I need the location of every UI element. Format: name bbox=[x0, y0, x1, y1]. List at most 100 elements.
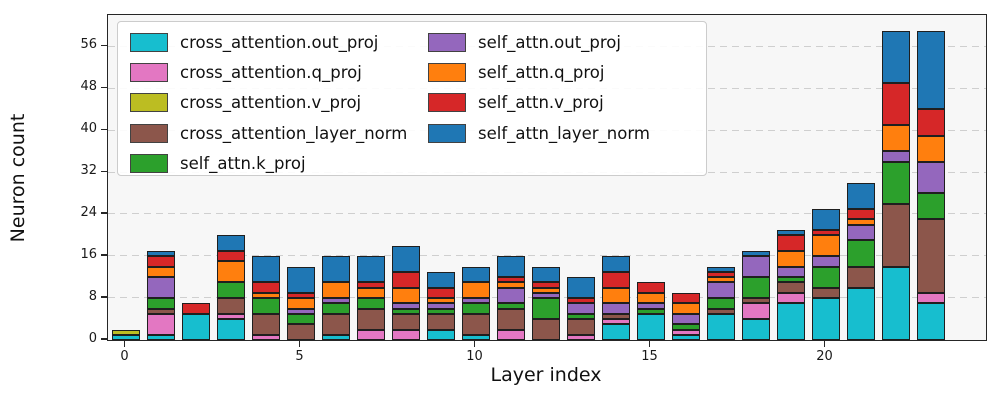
gridline-y16 bbox=[108, 255, 986, 258]
bar-layer4-self_attn.q_proj bbox=[251, 292, 280, 299]
bar-layer23-self_attn.out_proj bbox=[916, 161, 945, 194]
bar-layer3-cross_attention.q_proj bbox=[216, 313, 245, 320]
bar-layer16-self_attn.v_proj bbox=[671, 292, 700, 304]
legend-label: self_attn.k_proj bbox=[180, 153, 306, 173]
y-axis-title: Neuron count bbox=[7, 113, 29, 243]
bar-layer23-cross_attention.q_proj bbox=[916, 292, 945, 304]
bar-layer3-cross_attention.out_proj bbox=[216, 319, 245, 340]
y-tick-mark bbox=[101, 212, 107, 214]
bar-layer6-self_attn.out_proj bbox=[321, 298, 350, 304]
legend-swatch-self_attn.v_proj bbox=[428, 93, 466, 113]
bar-layer2-cross_attention.out_proj bbox=[181, 313, 210, 340]
bar-layer10-cross_attention.out_proj bbox=[461, 334, 490, 340]
bar-layer6-self_attn.q_proj bbox=[321, 282, 350, 299]
bar-layer20-cross_attention.out_proj bbox=[811, 298, 840, 340]
bar-layer11-cross_attention_layer_norm bbox=[496, 308, 525, 330]
bar-layer4-self_attn_layer_norm bbox=[251, 256, 280, 283]
y-tick-label: 0 bbox=[88, 331, 97, 346]
bar-layer19-cross_attention_layer_norm bbox=[776, 282, 805, 293]
bar-layer6-cross_attention_layer_norm bbox=[321, 313, 350, 335]
y-tick-mark bbox=[101, 86, 107, 89]
bar-layer10-cross_attention_layer_norm bbox=[461, 313, 490, 335]
bar-layer22-self_attn.k_proj bbox=[881, 161, 910, 204]
bar-layer4-cross_attention_layer_norm bbox=[251, 313, 280, 335]
bar-layer1-self_attn.q_proj bbox=[146, 266, 175, 278]
bar-layer17-self_attn.v_proj bbox=[706, 271, 735, 278]
bar-layer9-self_attn.k_proj bbox=[426, 308, 455, 314]
legend-label: cross_attention.v_proj bbox=[180, 93, 362, 113]
bar-layer11-cross_attention.q_proj bbox=[496, 329, 525, 340]
bar-layer20-cross_attention_layer_norm bbox=[811, 287, 840, 299]
bar-layer17-cross_attention_layer_norm bbox=[706, 308, 735, 314]
legend-label: self_attn_layer_norm bbox=[478, 123, 650, 143]
bar-layer13-self_attn.out_proj bbox=[566, 303, 595, 314]
bar-layer16-self_attn.out_proj bbox=[671, 313, 700, 325]
bar-layer22-self_attn_layer_norm bbox=[881, 30, 910, 84]
bar-layer4-cross_attention.q_proj bbox=[251, 334, 280, 340]
bar-layer7-self_attn_layer_norm bbox=[356, 256, 385, 283]
bar-layer1-self_attn.k_proj bbox=[146, 298, 175, 309]
bar-layer12-self_attn.k_proj bbox=[531, 298, 560, 320]
bar-layer5-cross_attention_layer_norm bbox=[286, 324, 315, 340]
bar-layer20-self_attn.q_proj bbox=[811, 235, 840, 257]
bar-layer9-self_attn.v_proj bbox=[426, 287, 455, 299]
x-tick-mark bbox=[473, 340, 476, 347]
bar-layer22-cross_attention_layer_norm bbox=[881, 203, 910, 267]
bar-layer22-cross_attention.out_proj bbox=[881, 266, 910, 340]
bar-layer23-self_attn.k_proj bbox=[916, 193, 945, 220]
bar-layer7-self_attn.v_proj bbox=[356, 282, 385, 288]
y-tick-label: 48 bbox=[80, 79, 97, 95]
y-tick-label: 40 bbox=[80, 121, 97, 137]
bar-layer10-self_attn.k_proj bbox=[461, 303, 490, 314]
bar-layer16-cross_attention.q_proj bbox=[671, 329, 700, 335]
legend-swatch-self_attn.q_proj bbox=[428, 63, 466, 83]
bar-layer11-self_attn.q_proj bbox=[496, 282, 525, 288]
bar-layer1-cross_attention.q_proj bbox=[146, 313, 175, 335]
legend-label: cross_attention_layer_norm bbox=[180, 123, 408, 143]
bar-layer19-self_attn.q_proj bbox=[776, 250, 805, 267]
bar-layer20-self_attn_layer_norm bbox=[811, 208, 840, 230]
bar-layer3-cross_attention_layer_norm bbox=[216, 298, 245, 314]
bar-layer8-self_attn.k_proj bbox=[391, 308, 420, 314]
bar-layer9-self_attn_layer_norm bbox=[426, 271, 455, 288]
bar-layer19-self_attn.v_proj bbox=[776, 235, 805, 251]
bar-layer13-self_attn.v_proj bbox=[566, 298, 595, 304]
bar-layer12-self_attn.q_proj bbox=[531, 287, 560, 293]
bar-layer9-self_attn.q_proj bbox=[426, 298, 455, 304]
bar-layer21-self_attn.q_proj bbox=[846, 219, 875, 225]
bar-layer6-self_attn.k_proj bbox=[321, 303, 350, 314]
x-tick-mark bbox=[298, 340, 301, 347]
bar-layer11-self_attn_layer_norm bbox=[496, 256, 525, 278]
bar-layer17-self_attn.out_proj bbox=[706, 282, 735, 299]
bar-layer16-cross_attention.out_proj bbox=[671, 334, 700, 340]
y-tick-mark bbox=[101, 44, 107, 47]
bar-layer5-self_attn_layer_norm bbox=[286, 266, 315, 293]
bar-layer19-cross_attention.out_proj bbox=[776, 303, 805, 340]
x-tick-mark bbox=[123, 340, 126, 347]
y-tick-label: 24 bbox=[80, 205, 97, 221]
bar-layer15-self_attn.v_proj bbox=[636, 282, 665, 293]
bar-layer22-self_attn.q_proj bbox=[881, 125, 910, 152]
bar-layer23-cross_attention.out_proj bbox=[916, 303, 945, 340]
legend-label: self_attn.out_proj bbox=[478, 33, 621, 52]
bar-layer9-cross_attention_layer_norm bbox=[426, 313, 455, 330]
bar-layer1-self_attn_layer_norm bbox=[146, 250, 175, 257]
bar-layer17-cross_attention.out_proj bbox=[706, 313, 735, 340]
bar-layer21-self_attn.k_proj bbox=[846, 240, 875, 267]
bar-layer14-self_attn_layer_norm bbox=[601, 256, 630, 272]
bar-layer9-cross_attention.out_proj bbox=[426, 329, 455, 340]
bar-layer20-self_attn.out_proj bbox=[811, 256, 840, 267]
y-tick-mark bbox=[101, 254, 107, 256]
bar-layer22-self_attn.out_proj bbox=[881, 151, 910, 162]
bar-layer4-self_attn.v_proj bbox=[251, 282, 280, 293]
legend-swatch-self_attn.k_proj bbox=[130, 153, 168, 173]
bar-layer20-self_attn.v_proj bbox=[811, 229, 840, 236]
bar-layer17-self_attn.q_proj bbox=[706, 277, 735, 283]
legend-label: cross_attention.out_proj bbox=[180, 33, 379, 52]
bar-layer0-cross_attention.v_proj bbox=[111, 329, 140, 335]
bar-layer21-self_attn_layer_norm bbox=[846, 182, 875, 209]
bar-layer5-self_attn.q_proj bbox=[286, 298, 315, 309]
bar-layer14-self_attn.v_proj bbox=[601, 271, 630, 288]
y-tick-label: 16 bbox=[80, 247, 97, 263]
